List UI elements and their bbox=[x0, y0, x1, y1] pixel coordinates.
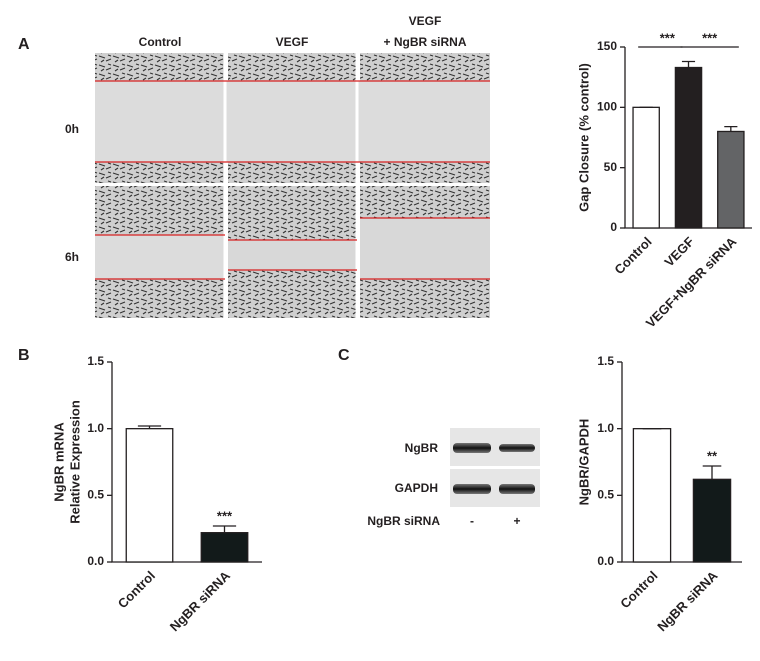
significance: *** bbox=[660, 30, 676, 45]
row-label: 6h bbox=[65, 250, 79, 264]
significance: *** bbox=[217, 508, 233, 523]
panel-label: A bbox=[18, 36, 30, 53]
y-tick-label: 0.5 bbox=[87, 488, 104, 502]
bar bbox=[632, 106, 660, 229]
y-axis-label: NgBR/GAPDH bbox=[576, 419, 591, 506]
error-bar bbox=[724, 125, 738, 132]
column-label: + NgBR siRNA bbox=[383, 35, 466, 49]
error-bar bbox=[681, 60, 696, 68]
error-bar bbox=[702, 465, 722, 480]
y-tick-label: 1.5 bbox=[87, 354, 104, 368]
column-label: Control bbox=[139, 35, 182, 49]
western-blot bbox=[450, 428, 540, 507]
x-tick-label: Control bbox=[611, 234, 654, 277]
y-tick-label: 0.0 bbox=[87, 554, 104, 568]
blot-label: NgBR bbox=[405, 441, 439, 455]
panel-label: C bbox=[338, 347, 350, 364]
y-tick-label: 0.5 bbox=[597, 488, 614, 502]
error-bar bbox=[212, 525, 237, 533]
y-tick-label: 150 bbox=[597, 39, 617, 53]
micrographs bbox=[95, 53, 490, 318]
lane-label: - bbox=[470, 514, 474, 528]
y-tick-label: 100 bbox=[597, 100, 617, 114]
y-tick-label: 1.0 bbox=[87, 421, 104, 435]
treatment-label: NgBR siRNA bbox=[367, 514, 440, 528]
x-tick-label: Control bbox=[617, 568, 660, 611]
bar bbox=[692, 478, 732, 563]
y-axis-label: Relative Expression bbox=[67, 400, 82, 524]
y-tick-label: 0 bbox=[610, 220, 617, 234]
bar bbox=[632, 428, 672, 563]
significance: ** bbox=[707, 448, 718, 463]
column-label: VEGF bbox=[409, 14, 442, 28]
row-label: 0h bbox=[65, 122, 79, 136]
x-tick-label: VEGF bbox=[661, 234, 697, 270]
bar bbox=[200, 532, 249, 563]
panel-label: B bbox=[18, 347, 30, 364]
lane-label: + bbox=[513, 514, 520, 528]
y-axis-label: NgBR mRNA bbox=[51, 422, 66, 502]
x-tick-label: NgBR siRNA bbox=[167, 568, 234, 635]
significance: *** bbox=[702, 30, 718, 45]
column-label: VEGF bbox=[276, 35, 309, 49]
blot-label: GAPDH bbox=[395, 481, 438, 495]
x-tick-label: NgBR siRNA bbox=[654, 568, 721, 635]
y-tick-label: 1.5 bbox=[597, 354, 614, 368]
y-axis-label: Gap Closure (% control) bbox=[576, 63, 591, 212]
bar bbox=[717, 130, 745, 229]
y-tick-label: 0.0 bbox=[597, 554, 614, 568]
y-tick-label: 1.0 bbox=[597, 421, 614, 435]
error-bar bbox=[137, 425, 162, 429]
x-tick-label: Control bbox=[115, 568, 158, 611]
y-tick-label: 50 bbox=[604, 160, 618, 174]
bar bbox=[674, 66, 703, 229]
bar bbox=[125, 428, 174, 563]
